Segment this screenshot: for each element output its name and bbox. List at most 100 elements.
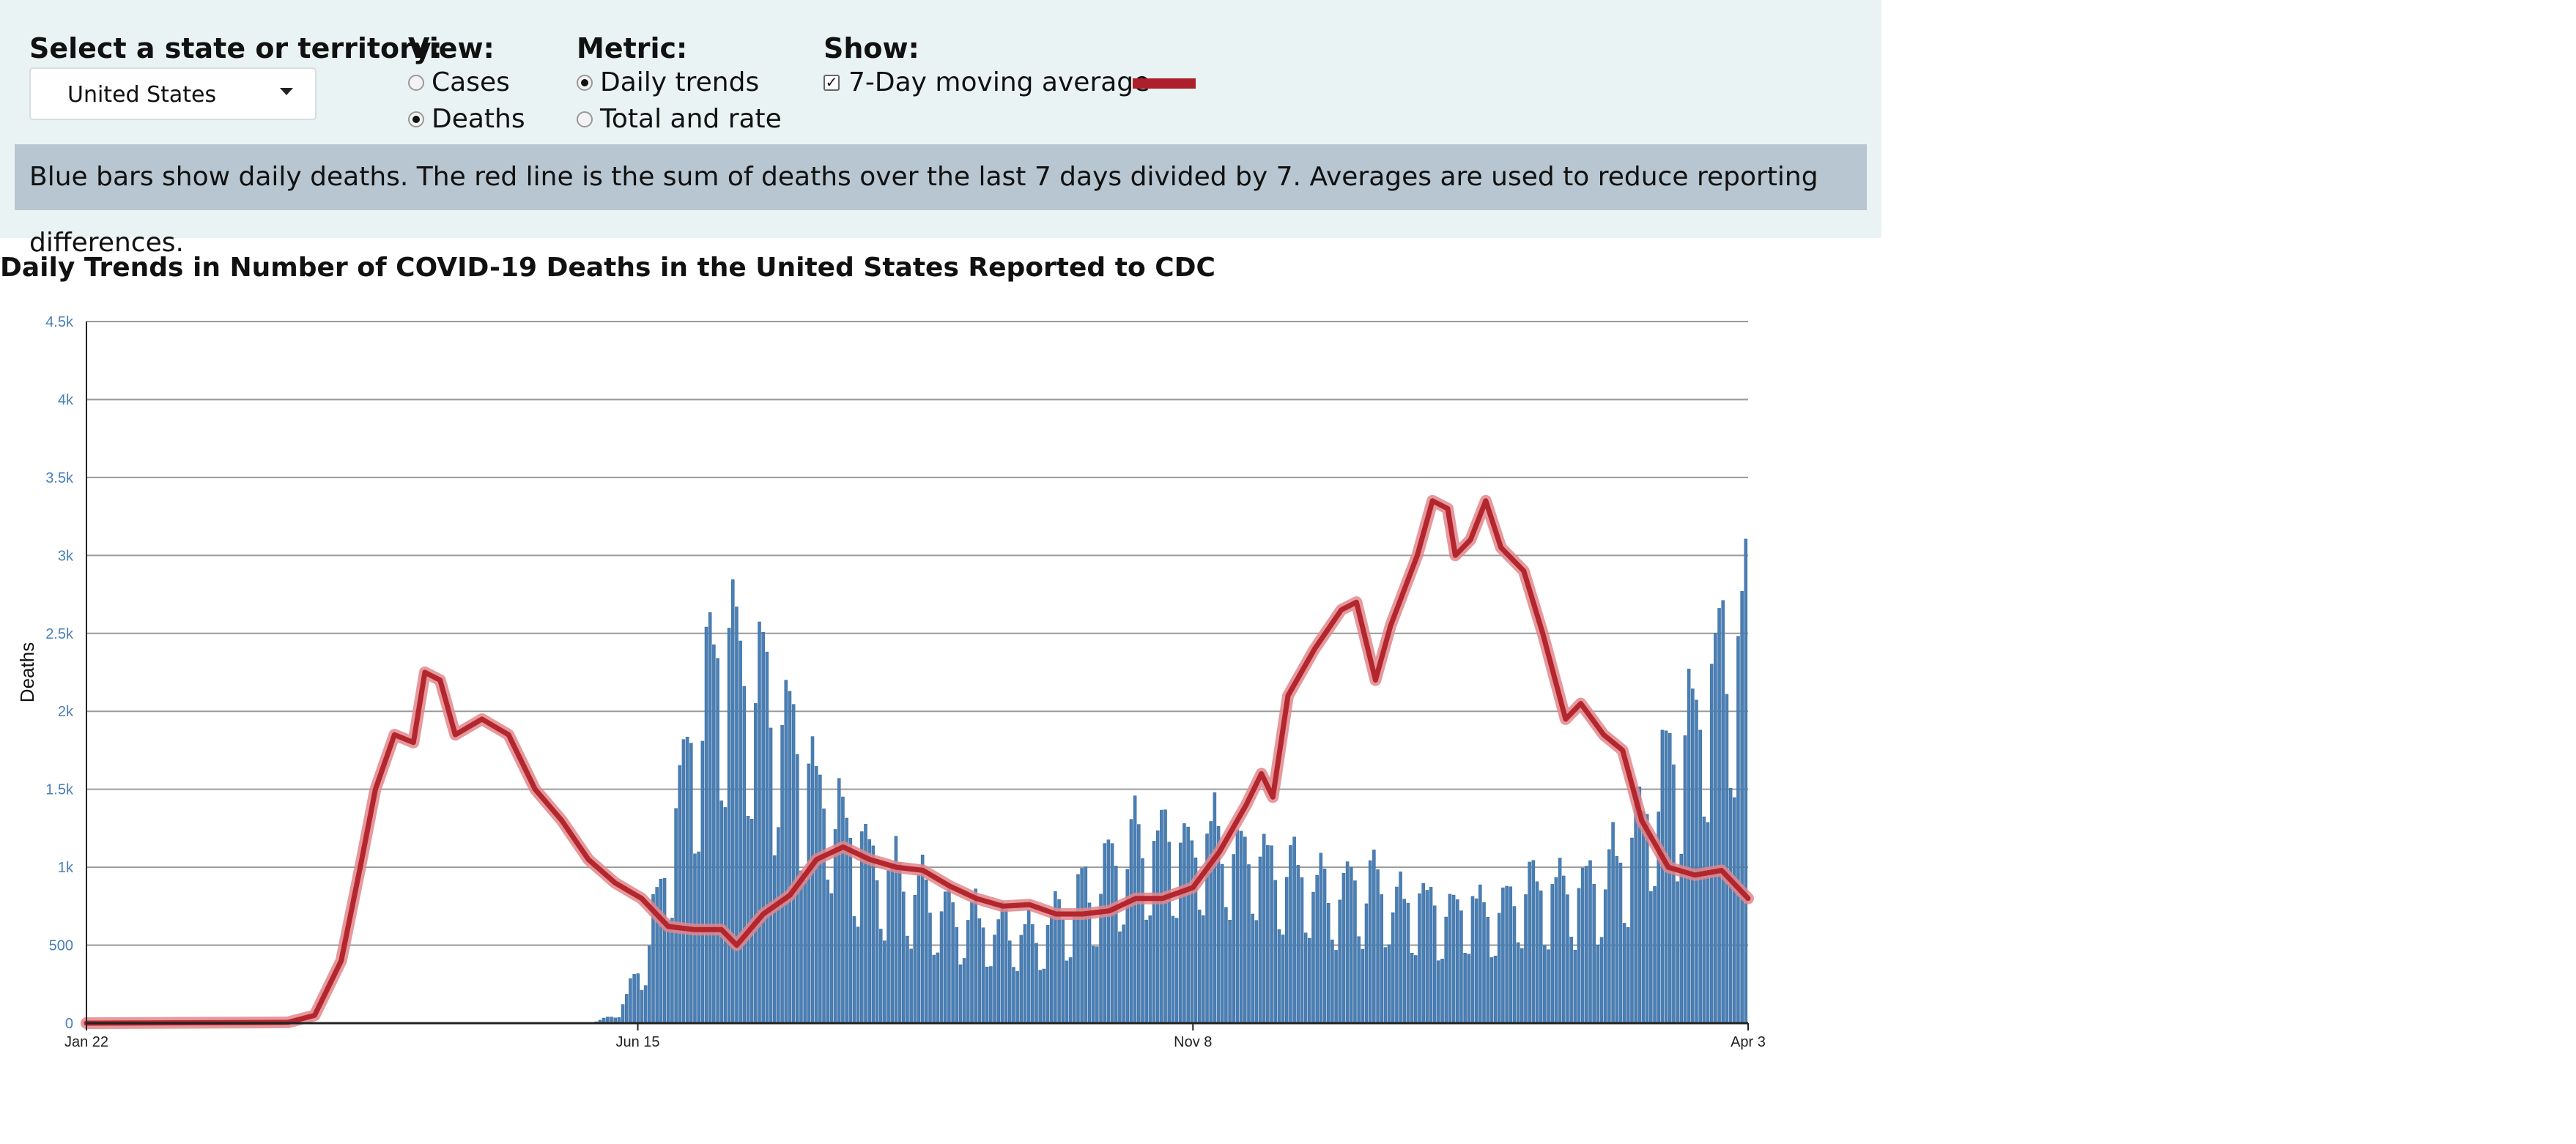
daily-bar [1687, 669, 1691, 1024]
daily-bar [765, 651, 769, 1024]
daily-bar [704, 626, 708, 1024]
daily-bar [678, 765, 682, 1024]
y-tick-label: 4k [58, 392, 74, 408]
daily-bar [1031, 924, 1035, 1024]
daily-bar [1319, 853, 1323, 1024]
daily-bar [1474, 898, 1478, 1024]
daily-bar [1129, 819, 1133, 1024]
daily-bar [833, 829, 837, 1024]
radio-icon [577, 111, 593, 127]
daily-bar [1114, 866, 1118, 1024]
daily-bar [666, 920, 670, 1024]
y-tick-label: 3k [58, 548, 74, 564]
daily-bar [1561, 875, 1566, 1024]
view-option-cases[interactable]: Cases [408, 67, 510, 97]
daily-bar [1152, 841, 1156, 1024]
daily-bar [758, 621, 761, 1024]
daily-bar [1463, 953, 1467, 1024]
daily-bar [1721, 600, 1725, 1024]
daily-bar [681, 739, 686, 1024]
daily-bar [1558, 858, 1562, 1024]
daily-bar [697, 851, 700, 1024]
x-tick-label: Jan 22 [64, 1034, 108, 1050]
daily-bar [1725, 694, 1729, 1024]
daily-bar [1432, 905, 1437, 1024]
daily-bar [1368, 860, 1372, 1024]
metric-option-total[interactable]: Total and rate [577, 104, 782, 134]
daily-bar [1026, 909, 1031, 1024]
daily-bar [1744, 538, 1748, 1024]
daily-bar [1095, 946, 1099, 1024]
daily-bar [871, 845, 876, 1024]
daily-bar [1357, 936, 1361, 1024]
radio-selected-icon [577, 74, 593, 91]
daily-bar [1596, 945, 1600, 1024]
daily-bar [1493, 955, 1498, 1024]
checkmark-icon: ✓ [823, 74, 840, 91]
daily-bar [985, 966, 989, 1024]
daily-bar [1239, 831, 1243, 1024]
daily-bar [1000, 901, 1004, 1024]
daily-bar [936, 952, 940, 1024]
daily-bar [1277, 929, 1281, 1024]
daily-bar [1311, 891, 1315, 1024]
daily-bar [996, 919, 1001, 1024]
daily-bar [1281, 935, 1285, 1024]
daily-bar [814, 765, 818, 1024]
daily-bar [1376, 869, 1380, 1024]
daily-bar [841, 796, 845, 1024]
daily-bar [939, 911, 944, 1024]
daily-bar [1068, 957, 1073, 1024]
daily-bar [1679, 853, 1684, 1024]
view-option-cases-label: Cases [432, 67, 510, 97]
daily-bar [1467, 954, 1471, 1024]
daily-bar [1247, 864, 1251, 1024]
daily-bar [826, 880, 830, 1024]
daily-bar [947, 884, 951, 1024]
daily-bar [1660, 729, 1665, 1024]
daily-bar [1418, 893, 1421, 1024]
daily-bar [1103, 843, 1107, 1024]
daily-bar [1303, 932, 1308, 1024]
daily-bar [925, 879, 928, 1024]
show-label: Show: [823, 32, 919, 64]
daily-bar [791, 704, 796, 1024]
daily-bar [712, 645, 716, 1024]
daily-bar [1174, 918, 1179, 1024]
daily-bar [1080, 868, 1084, 1024]
daily-bar [1470, 896, 1475, 1024]
moving-average-checkbox[interactable]: ✓ 7-Day moving average [823, 67, 1150, 97]
daily-bar [807, 763, 811, 1024]
daily-bar [932, 954, 936, 1024]
daily-bar [962, 958, 966, 1024]
daily-bar [856, 926, 860, 1024]
daily-bar [1292, 836, 1296, 1024]
view-option-deaths[interactable]: Deaths [408, 104, 525, 134]
y-tick-label: 0 [65, 1016, 73, 1032]
metric-option-daily[interactable]: Daily trends [577, 67, 759, 97]
daily-bar [1224, 907, 1228, 1024]
daily-bar [1262, 833, 1266, 1024]
daily-bar [1073, 911, 1076, 1024]
daily-bar [966, 920, 970, 1024]
daily-bar [1273, 880, 1278, 1024]
daily-bar [1084, 866, 1088, 1024]
daily-bar [1167, 842, 1172, 1024]
daily-bar [897, 862, 902, 1024]
daily-bar [1091, 946, 1095, 1024]
daily-bar [1478, 884, 1482, 1024]
daily-bar [761, 631, 765, 1024]
daily-bar [1455, 899, 1459, 1024]
daily-bar [883, 940, 887, 1024]
state-select[interactable]: United States [29, 67, 317, 120]
daily-bar [1163, 809, 1167, 1024]
daily-bar [1626, 927, 1630, 1024]
daily-bar [1437, 960, 1440, 1024]
daily-bar [1592, 883, 1596, 1024]
daily-bar [848, 838, 853, 1024]
daily-bar [1543, 945, 1547, 1024]
daily-bar [1270, 845, 1273, 1024]
daily-bar [693, 853, 697, 1024]
daily-bar [1182, 823, 1186, 1024]
